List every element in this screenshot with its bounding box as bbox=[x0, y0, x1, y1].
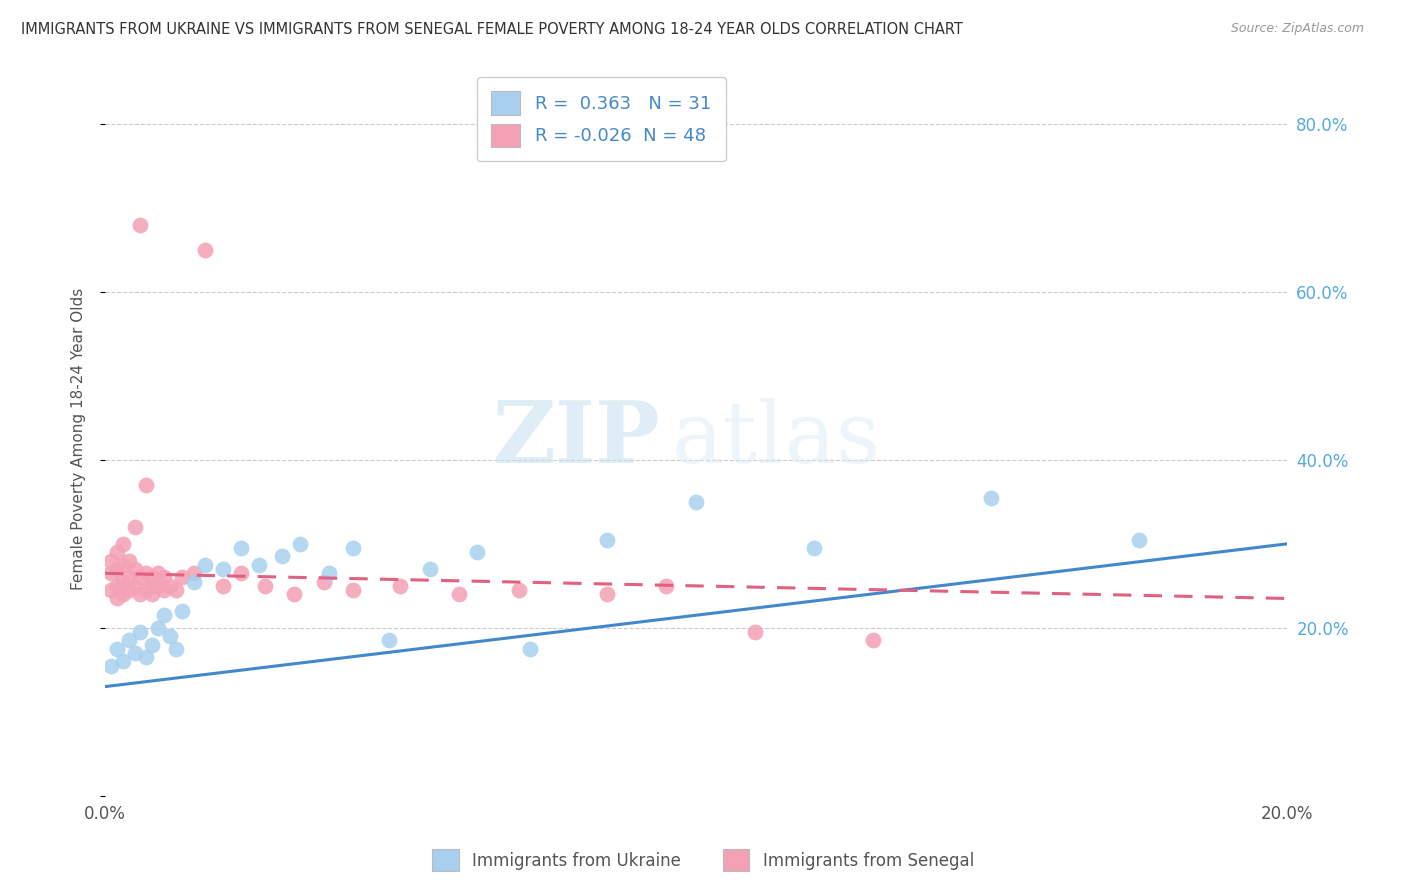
Point bbox=[153, 608, 176, 623]
Point bbox=[165, 641, 187, 656]
Point bbox=[141, 570, 163, 584]
Point bbox=[129, 587, 152, 601]
Point bbox=[170, 570, 193, 584]
Point bbox=[194, 558, 217, 572]
Point bbox=[183, 566, 205, 581]
Point bbox=[1128, 533, 1150, 547]
Point bbox=[377, 633, 399, 648]
Point bbox=[124, 520, 146, 534]
Point bbox=[419, 562, 441, 576]
Point bbox=[465, 545, 488, 559]
Point bbox=[247, 558, 270, 572]
Point bbox=[100, 583, 122, 598]
Text: IMMIGRANTS FROM UKRAINE VS IMMIGRANTS FROM SENEGAL FEMALE POVERTY AMONG 18-24 YE: IMMIGRANTS FROM UKRAINE VS IMMIGRANTS FR… bbox=[21, 22, 963, 37]
Point bbox=[124, 579, 146, 593]
Point bbox=[129, 625, 152, 640]
Point bbox=[146, 621, 169, 635]
Point bbox=[100, 566, 122, 581]
Point bbox=[194, 243, 217, 257]
Point bbox=[111, 537, 134, 551]
Point bbox=[229, 566, 252, 581]
Point bbox=[655, 579, 678, 593]
Point bbox=[141, 587, 163, 601]
Point bbox=[105, 562, 128, 576]
Point bbox=[389, 579, 412, 593]
Point bbox=[519, 641, 541, 656]
Point bbox=[312, 574, 335, 589]
Point bbox=[105, 591, 128, 606]
Point bbox=[449, 587, 471, 601]
Point bbox=[862, 633, 884, 648]
Point bbox=[159, 629, 181, 643]
Point bbox=[124, 562, 146, 576]
Point bbox=[105, 641, 128, 656]
Point bbox=[342, 541, 364, 555]
Point bbox=[105, 545, 128, 559]
Legend: Immigrants from Ukraine, Immigrants from Senegal: Immigrants from Ukraine, Immigrants from… bbox=[423, 841, 983, 880]
Point bbox=[229, 541, 252, 555]
Point bbox=[100, 554, 122, 568]
Point bbox=[253, 579, 276, 593]
Point bbox=[170, 604, 193, 618]
Point bbox=[135, 566, 157, 581]
Point bbox=[980, 491, 1002, 505]
Point bbox=[165, 583, 187, 598]
Point bbox=[271, 549, 294, 564]
Point bbox=[100, 658, 122, 673]
Point bbox=[596, 587, 619, 601]
Point bbox=[105, 579, 128, 593]
Text: ZIP: ZIP bbox=[492, 397, 661, 481]
Point bbox=[508, 583, 530, 598]
Point bbox=[135, 478, 157, 492]
Legend: R =  0.363   N = 31, R = -0.026  N = 48: R = 0.363 N = 31, R = -0.026 N = 48 bbox=[477, 77, 725, 161]
Y-axis label: Female Poverty Among 18-24 Year Olds: Female Poverty Among 18-24 Year Olds bbox=[72, 288, 86, 591]
Point bbox=[146, 566, 169, 581]
Point bbox=[117, 633, 139, 648]
Point bbox=[153, 583, 176, 598]
Point bbox=[111, 558, 134, 572]
Point bbox=[744, 625, 766, 640]
Point bbox=[111, 655, 134, 669]
Point bbox=[159, 579, 181, 593]
Point bbox=[135, 583, 157, 598]
Point bbox=[141, 579, 163, 593]
Point bbox=[117, 554, 139, 568]
Point bbox=[135, 650, 157, 665]
Point bbox=[596, 533, 619, 547]
Point bbox=[129, 570, 152, 584]
Point bbox=[212, 579, 235, 593]
Point bbox=[803, 541, 825, 555]
Point bbox=[124, 646, 146, 660]
Point bbox=[342, 583, 364, 598]
Point bbox=[129, 218, 152, 232]
Point bbox=[153, 570, 176, 584]
Point bbox=[212, 562, 235, 576]
Point bbox=[318, 566, 340, 581]
Point bbox=[283, 587, 305, 601]
Point bbox=[117, 583, 139, 598]
Text: atlas: atlas bbox=[672, 397, 882, 481]
Point bbox=[288, 537, 311, 551]
Point bbox=[141, 638, 163, 652]
Point bbox=[111, 587, 134, 601]
Point bbox=[117, 570, 139, 584]
Point bbox=[111, 574, 134, 589]
Point bbox=[146, 579, 169, 593]
Text: Source: ZipAtlas.com: Source: ZipAtlas.com bbox=[1230, 22, 1364, 36]
Point bbox=[685, 495, 707, 509]
Point bbox=[183, 574, 205, 589]
